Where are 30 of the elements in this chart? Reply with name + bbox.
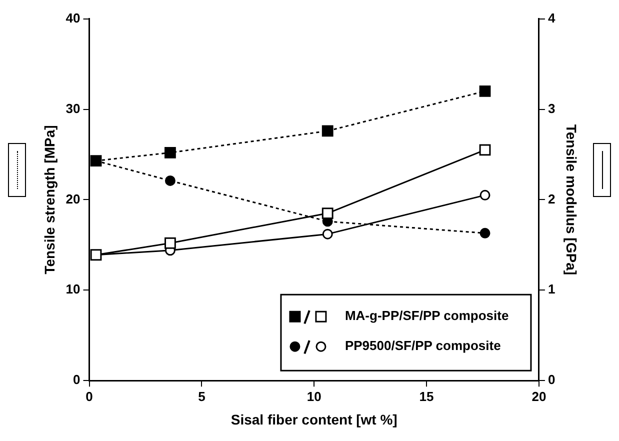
point [322,125,334,137]
point [480,190,490,200]
y-axis-title: Tensile strength [MPa] [41,125,58,274]
y-tick-label: 20 [66,191,80,206]
point [322,208,334,219]
point [479,85,491,97]
x-tick-label: 5 [198,388,206,404]
point [479,144,491,156]
x-tick-label: 20 [532,388,546,404]
x-tick-label: 10 [306,388,322,404]
y-tick-label: 0 [73,372,80,388]
y2-tick-label: 4 [548,10,556,26]
y-tick-label: 10 [66,282,80,297]
point [480,228,490,238]
y2-tick-label: 1 [548,282,556,297]
legend-label: MA-g-PP/SF/PP composite [344,308,509,324]
point [322,228,333,240]
point [164,146,176,158]
x-tick-label: 15 [419,388,434,404]
x-axis-title: Sisal fiber content [wt %] [230,411,398,428]
y2-tick-label: 2 [548,191,556,206]
y2-tick-label: 0 [548,372,556,388]
y2-tick-label: 3 [548,100,556,116]
x-tick-label: 0 [86,388,93,404]
legend-label: PP9500/SF/PP composite [344,338,501,354]
y-tick-label: 40 [66,10,80,26]
y-tick-label: 30 [66,100,80,116]
y2-axis-title: Tensile modulus [GPa] [564,124,580,276]
point [164,175,176,186]
point [164,237,176,249]
